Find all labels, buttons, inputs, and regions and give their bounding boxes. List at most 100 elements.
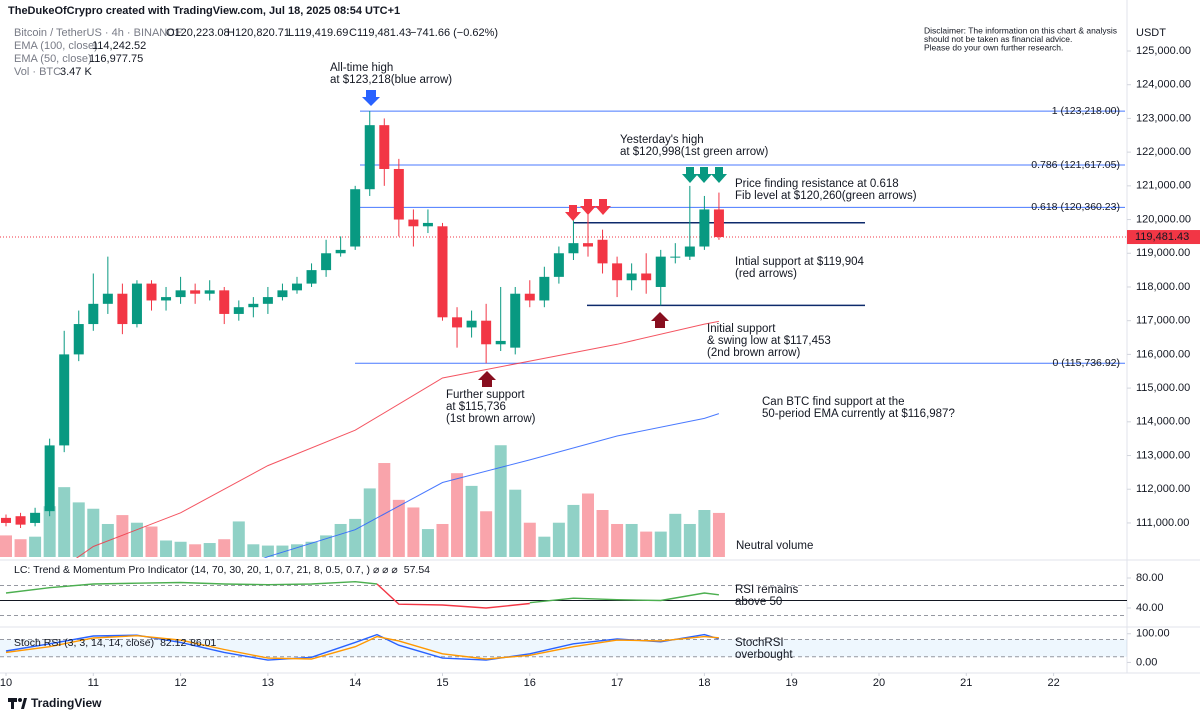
logo-mark (21, 698, 27, 709)
volume-bar (290, 544, 303, 557)
candle-body (393, 168, 404, 220)
annotation: Fib level at $120,260(green arrows) (735, 190, 917, 202)
candle-body (641, 273, 652, 281)
candle-body (59, 354, 70, 446)
candle-body (481, 320, 492, 345)
volume-bar (43, 506, 56, 557)
candle-body (655, 256, 666, 287)
annotation: overbought (735, 649, 793, 661)
y-tick-label: 119,000.00 (1136, 247, 1190, 259)
red-arrow (580, 199, 596, 215)
annotation: All-time high (330, 62, 393, 74)
indicator-line (529, 592, 719, 604)
legend-value: 116,977.75 (89, 53, 143, 65)
volume-bar (320, 535, 333, 557)
disclaimer-line: Please do your own further research. (924, 42, 1063, 52)
ema-line (263, 413, 720, 558)
candle-body (321, 253, 332, 271)
volume-bar (538, 536, 551, 557)
x-tick-label: 10 (0, 677, 12, 689)
volume-bar (261, 545, 274, 557)
red-arrow (595, 199, 611, 215)
annotation: & swing low at $117,453 (707, 335, 831, 347)
blue-arrow (362, 90, 380, 106)
fib-label: 0.786 (121,617.05) (1031, 159, 1120, 171)
volume-bar (407, 507, 420, 557)
candle-body (30, 512, 41, 523)
x-tick-label: 17 (611, 677, 623, 689)
volume-bar (392, 499, 405, 557)
volume-bar (480, 511, 493, 557)
price-pane (0, 110, 1127, 558)
disclaimer-line: should not be taken as financial advice. (924, 34, 1072, 44)
annotation: (1st brown arrow) (446, 413, 536, 425)
volume-bar (494, 445, 507, 557)
volume-bar (596, 510, 609, 557)
candle-body (117, 293, 128, 325)
annotation: Further support (446, 389, 525, 401)
indicator-title: Stoch RSI (3, 3, 14, 14, close) (14, 637, 154, 649)
last-price-label: 119,481.43 (1135, 231, 1189, 243)
candle-body (466, 320, 477, 328)
y-tick-label: 115,000.00 (1136, 382, 1190, 394)
indicator-line (5, 634, 719, 660)
volume-bar (567, 504, 580, 557)
candle-body (102, 293, 113, 304)
candle-body (161, 297, 172, 301)
disclaimer-line: Disclaimer: The information on this char… (924, 25, 1117, 35)
annotation: Intial support at $119,904 (735, 256, 865, 268)
volume-bar (218, 539, 231, 557)
x-tick-label: 15 (436, 677, 448, 689)
volume-bar (0, 535, 12, 557)
candle-body (684, 246, 695, 257)
candle-body (73, 324, 84, 355)
x-tick-label: 16 (524, 677, 536, 689)
candle-body (88, 303, 99, 325)
green-arrow (696, 167, 712, 183)
y-tick-label: 120,000.00 (1136, 213, 1191, 225)
y-tick-label: 118,000.00 (1136, 281, 1190, 293)
candle-body (0, 517, 11, 523)
annotation: Can BTC find support at the (762, 396, 905, 408)
ema-line (75, 320, 719, 558)
red-arrow (565, 205, 581, 221)
y-tick-label: 111,000.00 (1136, 517, 1189, 529)
x-tick-label: 14 (349, 677, 361, 689)
y-tick-label: 123,000.00 (1136, 112, 1191, 124)
y-tick-label: 116,000.00 (1136, 348, 1190, 360)
legend-name: EMA (50, close) (14, 53, 92, 65)
annotation: Initial support (707, 323, 776, 335)
candle-body (248, 303, 259, 308)
indicator-tick-label: 80.00 (1136, 572, 1164, 584)
volume-bar (509, 489, 522, 557)
green-arrow (682, 167, 698, 183)
brown-arrow (651, 312, 669, 328)
y-tick-label: 124,000.00 (1136, 79, 1191, 91)
indicator-tick-label: 0.00 (1136, 656, 1157, 668)
annotation: StochRSI (735, 637, 784, 649)
candle-body (379, 125, 390, 169)
candle-body (612, 263, 623, 281)
annotation: RSI remains (735, 584, 799, 596)
volume-bar (698, 510, 711, 557)
candle-body (175, 290, 186, 298)
x-tick-label: 18 (698, 677, 710, 689)
symbol: Bitcoin / TetherUS · 4h · BINANCE (14, 27, 183, 39)
candle-body (699, 209, 710, 247)
indicator-title: LC: Trend & Momentum Pro Indicator (14, … (14, 564, 398, 576)
currency: USDT (1136, 27, 1166, 39)
volume-bar (363, 488, 376, 557)
volume-bar (145, 526, 158, 557)
disclaimer: Disclaimer: The information on this char… (924, 25, 1117, 52)
annotation: at $123,218(blue arrow) (330, 74, 452, 86)
candle-body (204, 290, 215, 294)
candle-body (408, 219, 419, 227)
x-tick-label: 12 (174, 677, 186, 689)
volume-bar (58, 487, 71, 557)
volume-bar (334, 523, 347, 557)
y-tick-label: 122,000.00 (1136, 146, 1191, 158)
footer-text: TradingView (31, 696, 102, 710)
volume-bar (14, 539, 27, 557)
volume-bar (712, 512, 725, 557)
